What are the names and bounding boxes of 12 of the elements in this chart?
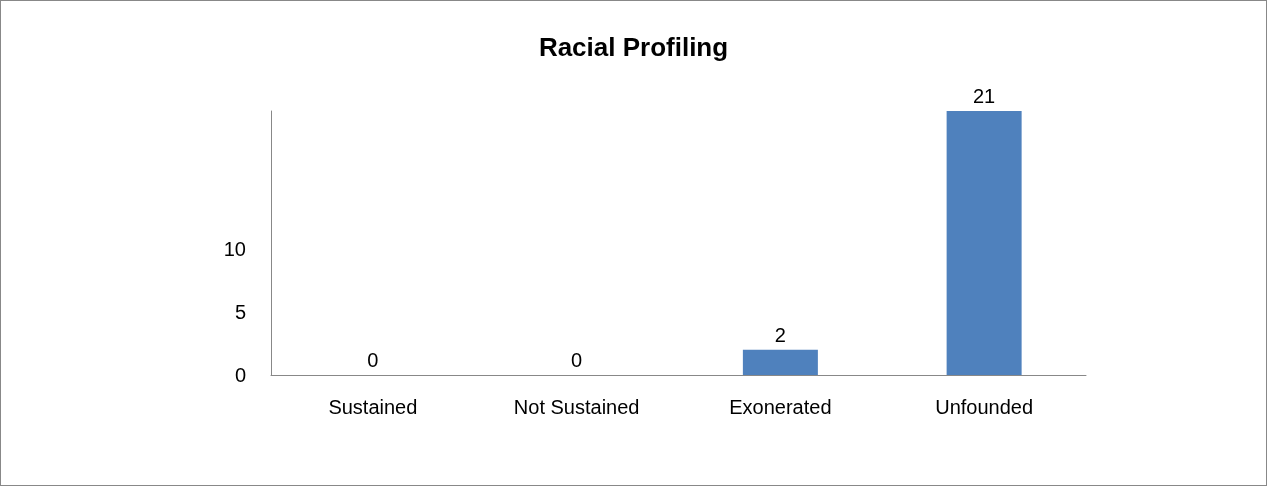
x-tick-label: Sustained <box>328 396 418 418</box>
data-label: 21 <box>973 85 996 107</box>
y-tick-label: 5 <box>234 301 246 324</box>
y-tick-label: 10 <box>223 238 246 261</box>
x-tick-label: Exonerated <box>729 396 832 418</box>
data-label: 0 <box>571 349 583 371</box>
chart-title: Racial Profiling <box>538 32 729 62</box>
y-tick-label: 0 <box>234 364 246 386</box>
x-tick-label: Unfounded <box>935 396 1034 418</box>
data-label: 0 <box>367 349 379 371</box>
x-tick-label: Not Sustained <box>513 396 640 418</box>
data-label: 2 <box>774 323 786 346</box>
